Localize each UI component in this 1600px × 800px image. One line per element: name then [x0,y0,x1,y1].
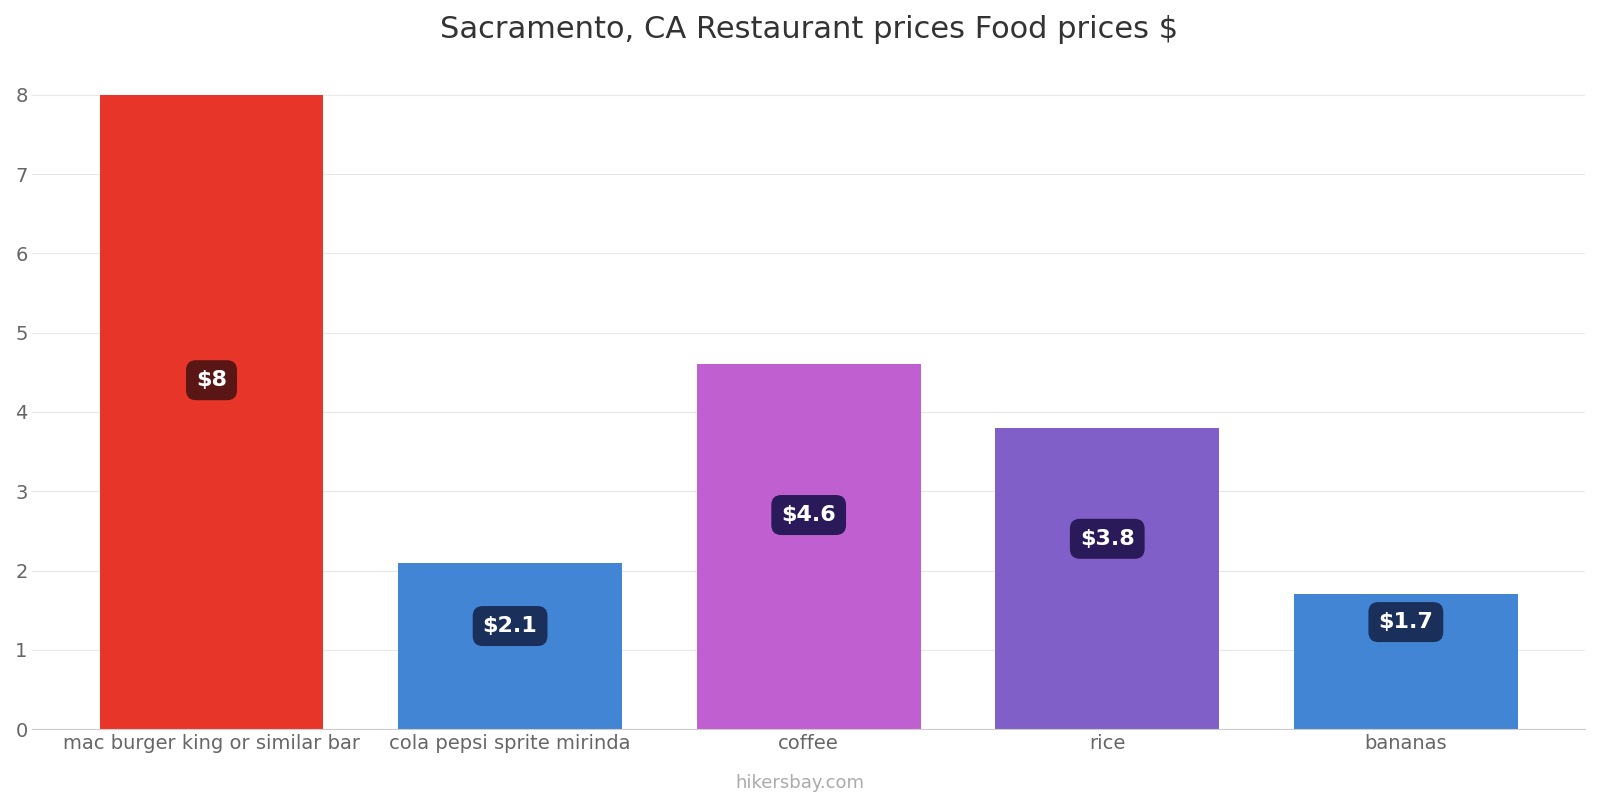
Bar [99,94,323,729]
Text: $2.1: $2.1 [483,616,538,636]
Bar [398,562,622,729]
Text: $1.7: $1.7 [1379,612,1434,632]
Bar [696,364,920,729]
Text: hikersbay.com: hikersbay.com [736,774,864,792]
Text: $4.6: $4.6 [781,505,837,525]
Title: Sacramento, CA Restaurant prices Food prices $: Sacramento, CA Restaurant prices Food pr… [440,15,1178,44]
Bar [995,428,1219,729]
Text: $3.8: $3.8 [1080,529,1134,549]
Text: $8: $8 [197,370,227,390]
Bar [1294,594,1518,729]
